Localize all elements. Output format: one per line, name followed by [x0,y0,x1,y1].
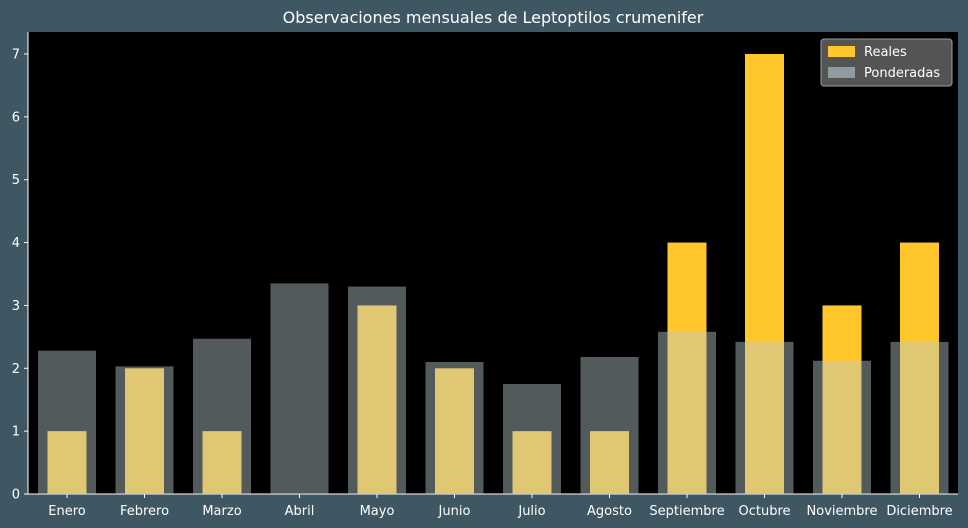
bar-reales [512,431,552,494]
chart-title: Observaciones mensuales de Leptoptilos c… [283,8,704,27]
bar-ponderadas [503,384,561,494]
x-tick-label: Octubre [738,504,790,519]
bar-reales [667,242,707,494]
x-tick-label: Febrero [120,504,169,519]
bar-reales [745,54,784,494]
legend-label-reales: Reales [864,45,907,60]
bar-reales [125,368,164,494]
bar-reales [590,431,629,494]
bar-ponderadas [813,360,871,494]
y-tick-label: 3 [12,299,20,314]
x-tick-label: Noviembre [807,504,878,519]
x-tick-label: Julio [517,504,545,519]
y-tick-label: 0 [12,488,20,503]
bar-ponderadas [658,331,716,494]
y-tick-label: 5 [12,173,20,188]
y-tick-label: 1 [12,425,20,440]
y-tick-label: 2 [12,362,20,377]
x-axis: Enero Febrero Marzo Abril Mayo Junio Julio Agos… [28,493,958,519]
bar-reales [357,305,397,494]
x-tick-label: Enero [48,504,86,519]
legend-label-ponderadas: Ponderadas [864,66,940,81]
x-tick-label: Marzo [202,504,241,519]
bar-ponderadas [115,366,174,494]
bar-reales [47,431,87,494]
x-tick-label: Mayo [360,504,395,519]
bar-ponderadas [193,338,251,494]
x-tick-label: Abril [285,504,315,519]
legend-swatch-reales [828,46,855,57]
x-tick-label: Septiembre [649,504,724,519]
series-reales [47,54,939,494]
y-tick-label: 6 [12,110,20,125]
y-axis: 0 1 2 3 4 5 6 7 [12,32,29,503]
bar-ponderadas [348,286,406,494]
bar-reales [900,242,939,494]
bar-reales [202,431,242,494]
bar-ponderadas [580,356,639,494]
x-tick-label: Agosto [587,504,632,519]
x-tick-label: Diciembre [886,504,952,519]
bar-reales [435,368,474,494]
y-tick-label: 7 [12,48,20,63]
bar-ponderadas [425,362,484,494]
bar-reales [822,305,862,494]
bar-ponderadas [890,341,949,494]
x-tick-label: Junio [438,504,471,519]
bar-ponderadas [735,341,794,494]
y-tick-label: 4 [12,236,20,251]
legend-swatch-ponderadas [828,67,855,78]
legend: Reales Ponderadas [820,38,953,87]
plot-area [28,32,958,494]
series-ponderadas [38,283,949,494]
bar-ponderadas [38,350,96,494]
bar-ponderadas [270,283,329,494]
